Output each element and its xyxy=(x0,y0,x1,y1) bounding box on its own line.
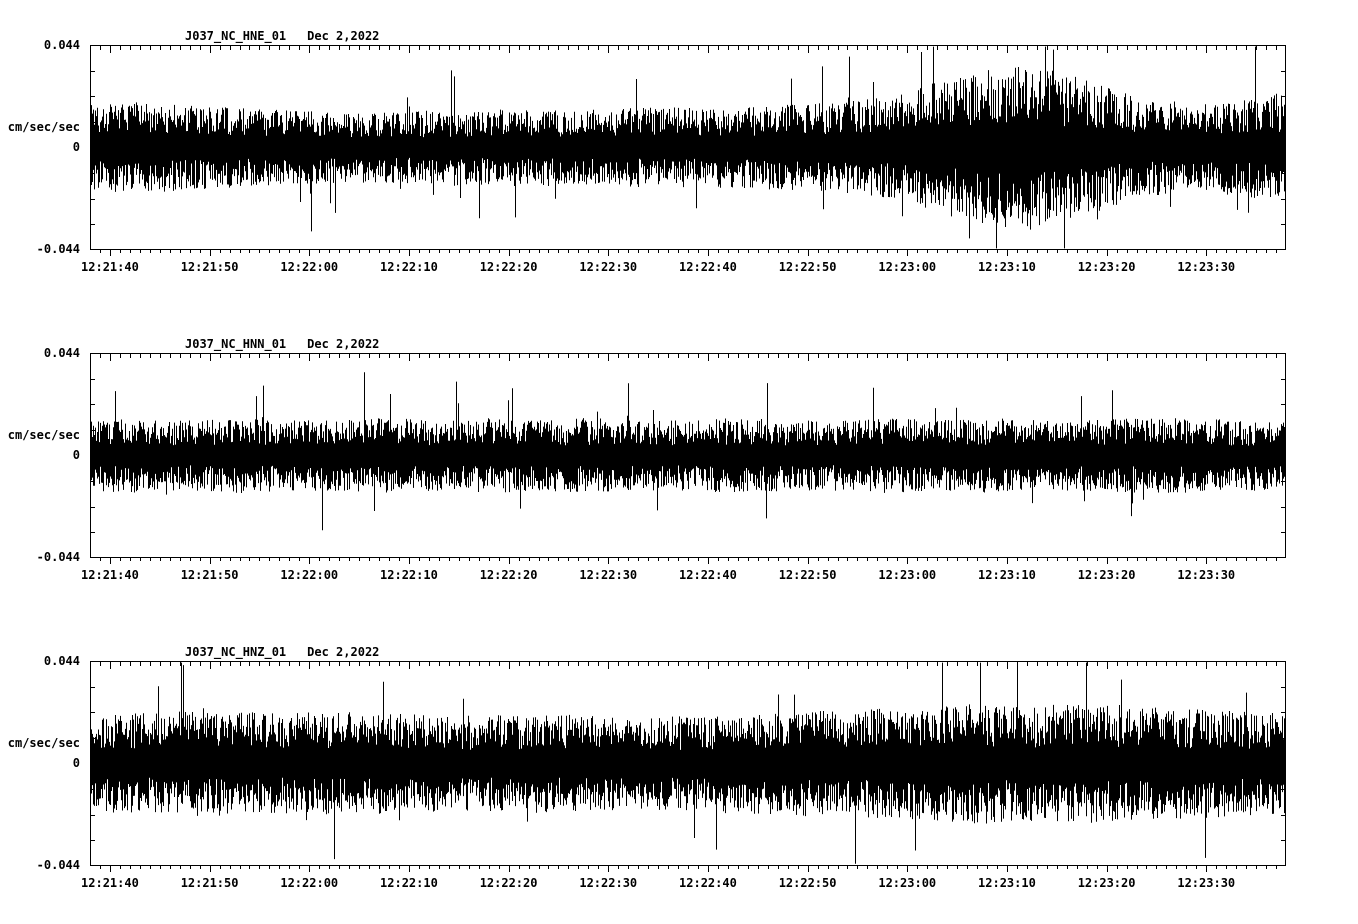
xtick-label-hnz-3: 12:22:10 xyxy=(380,876,438,890)
xtick-label-hnz-6: 12:22:40 xyxy=(679,876,737,890)
xtick-label-hne-2: 12:22:00 xyxy=(280,260,339,274)
ytick-label-top: 0.044 xyxy=(43,654,80,668)
panel-title-hnn: J037_NC_HNN_01 Dec 2,2022 xyxy=(185,337,379,351)
xtick-label-hnn-3: 12:22:10 xyxy=(380,568,438,582)
panel-title-date: Dec 2,2022 xyxy=(307,29,380,43)
xtick-label-hnz-9: 12:23:10 xyxy=(978,876,1036,890)
xtick-label-hnn-5: 12:22:30 xyxy=(579,568,638,582)
xtick-label-hnn-8: 12:23:00 xyxy=(878,568,937,582)
y-axis-unit-label: cm/sec/sec xyxy=(7,428,80,442)
xtick-label-hnn-4: 12:22:20 xyxy=(479,568,538,582)
xtick-label-hne-3: 12:22:10 xyxy=(380,260,438,274)
xtick-label-hnz-10: 12:23:20 xyxy=(1077,876,1136,890)
y-axis-unit-label: cm/sec/sec xyxy=(7,120,80,134)
xtick-label-hnz-4: 12:22:20 xyxy=(479,876,538,890)
waveform-canvas-hne xyxy=(90,45,1286,259)
xtick-label-hnz-5: 12:22:30 xyxy=(579,876,638,890)
ytick-label-top: 0.044 xyxy=(43,346,80,360)
xtick-label-hnn-2: 12:22:00 xyxy=(280,568,339,582)
panel-title-station: J037_NC_HNE_01 xyxy=(185,29,287,43)
waveform-canvas-hnz xyxy=(90,661,1286,875)
xtick-label-hne-4: 12:22:20 xyxy=(479,260,538,274)
ytick-label-bottom: -0.044 xyxy=(36,550,80,564)
panel-title-hnz: J037_NC_HNZ_01 Dec 2,2022 xyxy=(185,645,379,659)
ytick-label-zero: 0 xyxy=(72,448,80,462)
y-axis-unit-label: cm/sec/sec xyxy=(7,736,80,750)
xtick-label-hne-5: 12:22:30 xyxy=(579,260,638,274)
xtick-label-hne-7: 12:22:50 xyxy=(778,260,837,274)
ytick-label-bottom: -0.044 xyxy=(36,858,80,872)
ytick-label-zero: 0 xyxy=(72,140,80,154)
xtick-label-hne-10: 12:23:20 xyxy=(1077,260,1136,274)
waveform-canvas-hnn xyxy=(90,353,1286,567)
panel-title-date: Dec 2,2022 xyxy=(307,645,380,659)
panel-title-hne: J037_NC_HNE_01 Dec 2,2022 xyxy=(185,29,379,43)
xtick-label-hnn-10: 12:23:20 xyxy=(1077,568,1136,582)
panel-title-station: J037_NC_HNN_01 xyxy=(185,337,287,351)
xtick-label-hnz-2: 12:22:00 xyxy=(280,876,339,890)
xtick-label-hne-9: 12:23:10 xyxy=(978,260,1036,274)
xtick-label-hnz-0: 12:21:40 xyxy=(81,876,139,890)
xtick-label-hnn-6: 12:22:40 xyxy=(679,568,737,582)
xtick-label-hnz-8: 12:23:00 xyxy=(878,876,937,890)
xtick-label-hne-1: 12:21:50 xyxy=(180,260,239,274)
xtick-label-hne-8: 12:23:00 xyxy=(878,260,937,274)
ytick-label-top: 0.044 xyxy=(43,38,80,52)
xtick-label-hnz-1: 12:21:50 xyxy=(180,876,239,890)
xtick-label-hnn-9: 12:23:10 xyxy=(978,568,1036,582)
xtick-label-hnz-11: 12:23:30 xyxy=(1177,876,1236,890)
xtick-label-hne-11: 12:23:30 xyxy=(1177,260,1236,274)
ytick-label-bottom: -0.044 xyxy=(36,242,80,256)
xtick-label-hnn-11: 12:23:30 xyxy=(1177,568,1236,582)
xtick-label-hnn-1: 12:21:50 xyxy=(180,568,239,582)
xtick-label-hnn-7: 12:22:50 xyxy=(778,568,837,582)
ytick-label-zero: 0 xyxy=(72,756,80,770)
panel-title-station: J037_NC_HNZ_01 xyxy=(185,645,287,659)
xtick-label-hnn-0: 12:21:40 xyxy=(81,568,139,582)
xtick-label-hne-0: 12:21:40 xyxy=(81,260,139,274)
panel-title-date: Dec 2,2022 xyxy=(307,337,380,351)
xtick-label-hne-6: 12:22:40 xyxy=(679,260,737,274)
xtick-label-hnz-7: 12:22:50 xyxy=(778,876,837,890)
